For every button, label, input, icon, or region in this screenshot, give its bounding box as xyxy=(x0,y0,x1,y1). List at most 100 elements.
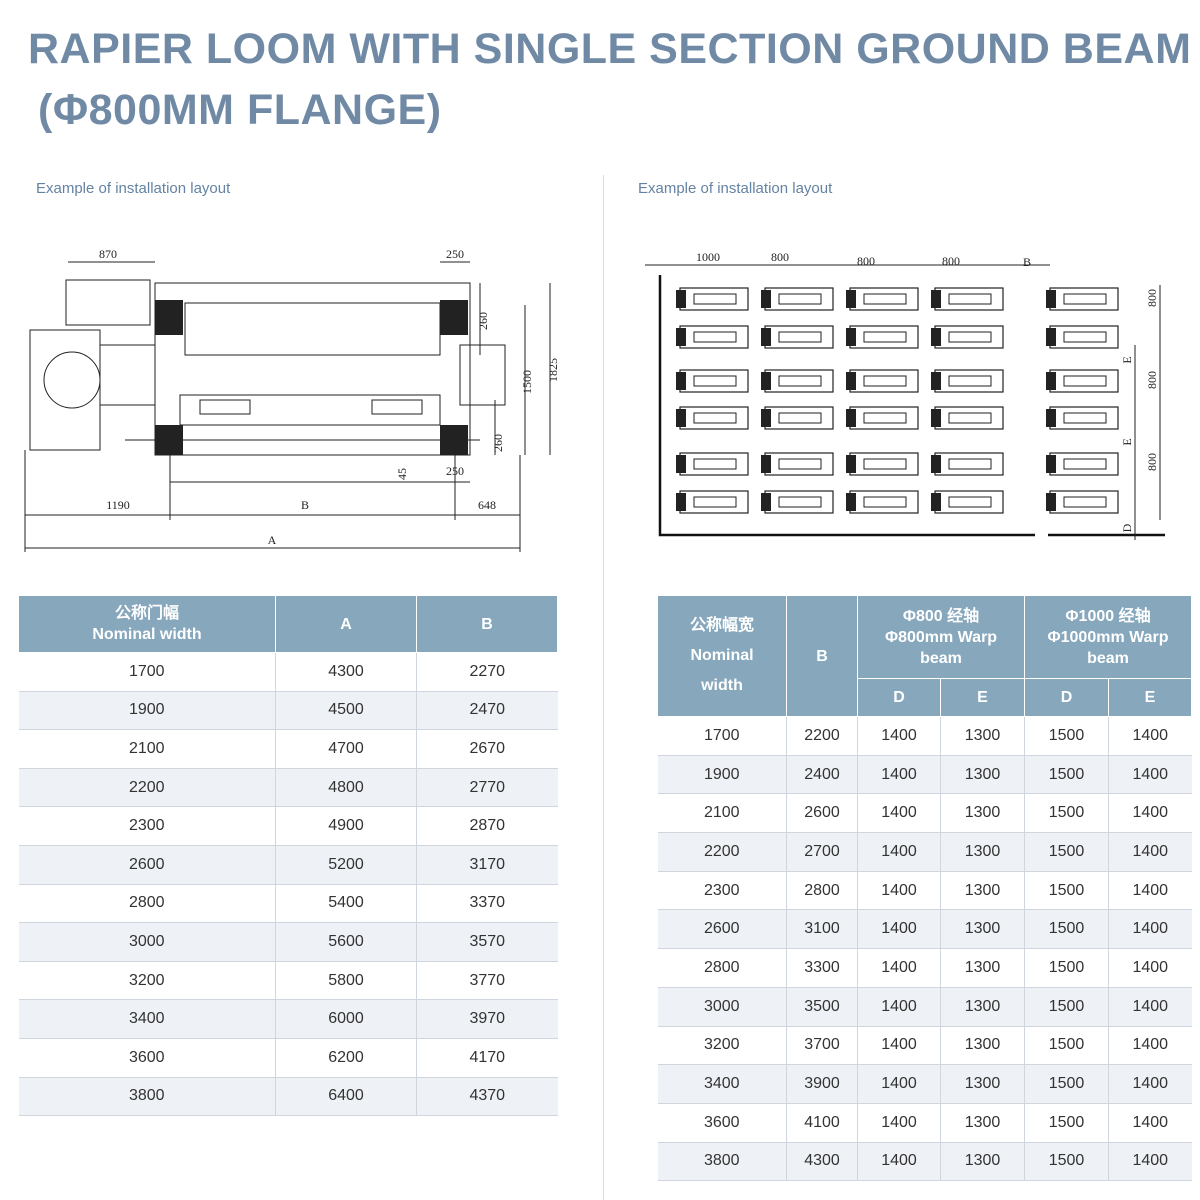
table-cell: 3600 xyxy=(657,1103,787,1143)
table-cell: 2100 xyxy=(657,793,787,834)
table-cell: 1400 xyxy=(1108,1026,1192,1066)
table-cell: 2400 xyxy=(786,755,858,795)
table-cell: 1300 xyxy=(940,871,1026,911)
header-cell: E xyxy=(1108,678,1193,717)
table-cell: 5200 xyxy=(275,845,417,885)
dimension-label: E xyxy=(1120,356,1134,363)
machine-icon xyxy=(693,375,737,387)
dimension-label: 800 xyxy=(771,250,789,264)
table-cell: 2200 xyxy=(786,716,858,756)
table-cell: 2800 xyxy=(657,948,787,988)
right-table: 公称幅宽 Nominal width B Φ800 经轴 Φ800mm Warp beam Φ… xyxy=(657,595,1193,1182)
table-cell: 1300 xyxy=(940,948,1026,988)
table-cell: 2470 xyxy=(416,691,558,731)
machine-icon xyxy=(948,331,992,343)
machine-icon xyxy=(764,369,834,393)
machine-icon xyxy=(679,490,749,514)
dimension-label: 1500 xyxy=(520,370,534,394)
table-cell: 1400 xyxy=(857,1142,941,1182)
table-cell: 3370 xyxy=(416,884,558,924)
table-cell: 1400 xyxy=(1108,1142,1192,1182)
machine-icon xyxy=(764,287,834,311)
table-row: 3400 6000 3970 xyxy=(18,999,558,1039)
left-table: 公称门幅 Nominal width A B 1700 4300 2270 1900 4500… xyxy=(18,595,558,1117)
table-row: 3200 5800 3770 xyxy=(18,961,558,1001)
table-cell: 1400 xyxy=(1108,755,1192,795)
machine-icon xyxy=(676,372,686,390)
table-cell: 1400 xyxy=(857,832,941,872)
machine-icon xyxy=(948,496,992,508)
dimension-label: 250 xyxy=(446,464,464,478)
table-cell: 3500 xyxy=(786,987,858,1027)
table-cell: 3700 xyxy=(786,1026,858,1066)
machine-icon xyxy=(1063,375,1107,387)
table-cell: 1900 xyxy=(18,691,276,731)
machine-icon xyxy=(849,369,919,393)
machine-icon xyxy=(693,331,737,343)
table-cell: 2600 xyxy=(657,909,787,950)
table-cell: 4100 xyxy=(786,1103,858,1143)
table-cell: 1300 xyxy=(940,832,1026,872)
drawings: 870 250 260 1500 1825 260 250 45 1190 B … xyxy=(24,247,1165,552)
machine-icon xyxy=(931,455,941,473)
table-cell: 1300 xyxy=(940,793,1026,834)
machine-icon xyxy=(849,325,919,349)
table-cell: 1400 xyxy=(857,909,941,950)
table-row: 3400 3900 1400 1300 1500 1400 xyxy=(657,1064,1192,1104)
table-row: 2600 5200 3170 xyxy=(18,845,558,885)
table-cell: 4370 xyxy=(416,1077,558,1117)
dimension-label: B xyxy=(301,498,309,512)
table-cell: 2800 xyxy=(18,884,276,924)
table-cell: 5400 xyxy=(275,884,417,924)
machine-icon xyxy=(849,452,919,476)
table-row: 3000 5600 3570 xyxy=(18,922,558,962)
machine-icon xyxy=(934,325,1004,349)
machine-icon xyxy=(846,493,856,511)
machine-icon xyxy=(761,455,771,473)
machine-icon xyxy=(849,490,919,514)
machine-icon xyxy=(778,375,822,387)
table-cell: 1300 xyxy=(940,987,1026,1027)
table-cell: 1400 xyxy=(857,1064,941,1104)
table-cell: 2100 xyxy=(18,729,276,769)
header-text: Φ800mm Warp xyxy=(884,628,998,646)
machine-icon xyxy=(863,412,907,424)
machine-icon xyxy=(1049,452,1119,476)
table-cell: 3170 xyxy=(416,845,558,885)
table-cell: 1400 xyxy=(1108,1103,1192,1143)
machine-icon xyxy=(764,490,834,514)
machine-icon xyxy=(863,375,907,387)
machine-icon xyxy=(863,293,907,305)
machine-icon xyxy=(1046,455,1056,473)
table-cell: 1500 xyxy=(1024,793,1110,834)
header-text: B xyxy=(481,615,493,633)
dimension-label: D xyxy=(1120,523,1134,532)
table-cell: 1700 xyxy=(18,652,276,692)
header-text: Φ1000mm Warp xyxy=(1047,628,1169,646)
machine-icon xyxy=(1063,458,1107,470)
table-cell: 2600 xyxy=(18,845,276,885)
machine-icon xyxy=(846,328,856,346)
dimension-label: 870 xyxy=(99,247,117,261)
dimension-label: A xyxy=(268,533,277,547)
table-cell: 3400 xyxy=(657,1064,787,1104)
machine-icon xyxy=(1063,331,1107,343)
machine-icon xyxy=(679,325,749,349)
header-cell: D xyxy=(857,678,941,717)
machine-icon xyxy=(693,458,737,470)
machine-icon xyxy=(1049,325,1119,349)
table-row: 3000 3500 1400 1300 1500 1400 xyxy=(657,987,1192,1027)
header-cell: B xyxy=(786,595,858,717)
machine-icon xyxy=(676,493,686,511)
table-cell: 4300 xyxy=(786,1142,858,1182)
table-cell: 4300 xyxy=(275,652,417,692)
machine-icon xyxy=(934,406,1004,430)
table-row: 3600 4100 1400 1300 1500 1400 xyxy=(657,1103,1192,1143)
header-text: width xyxy=(701,677,743,694)
table-cell: 2300 xyxy=(657,871,787,911)
table-cell: 1400 xyxy=(857,948,941,988)
machine-icon xyxy=(846,409,856,427)
table-row: 3800 4300 1400 1300 1500 1400 xyxy=(657,1142,1192,1182)
table-row: 2200 4800 2770 xyxy=(18,768,558,808)
table-row: 2300 4900 2870 xyxy=(18,806,558,846)
